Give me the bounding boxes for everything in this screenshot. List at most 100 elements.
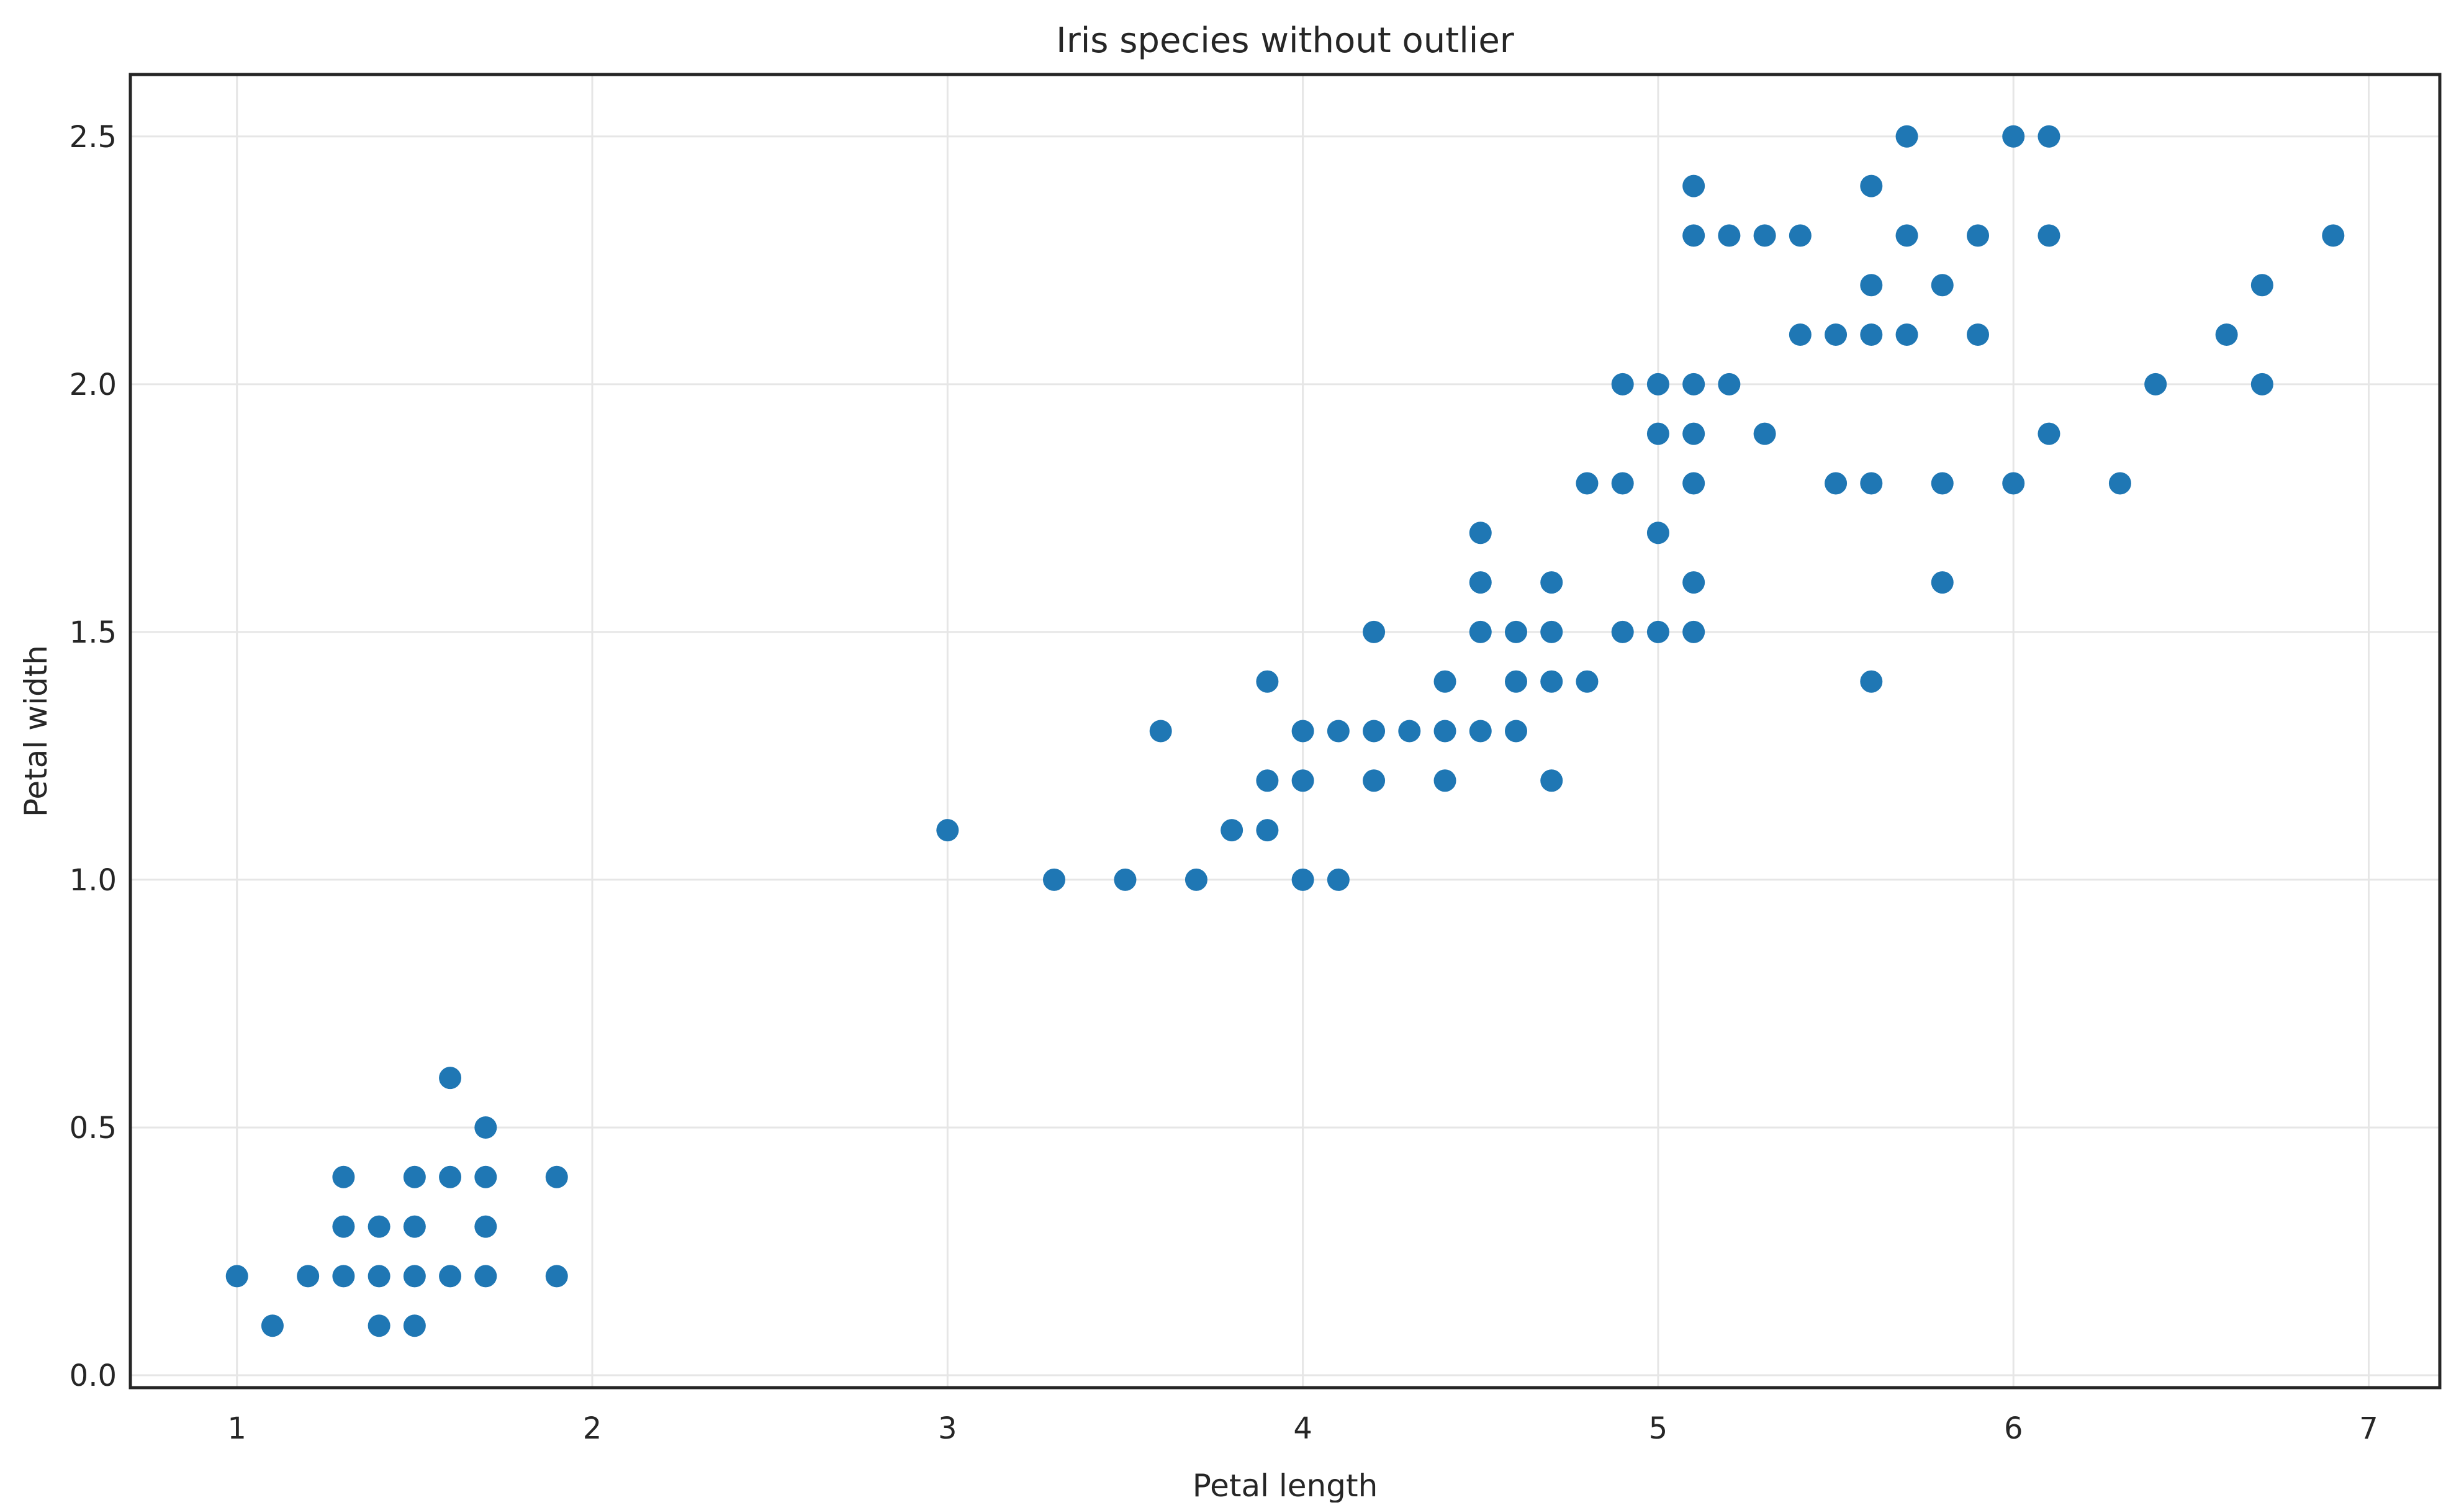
data-point: [1433, 670, 1456, 693]
data-point: [1895, 224, 1918, 247]
data-point: [1682, 571, 1705, 594]
data-point: [2108, 472, 2131, 495]
data-point: [1860, 670, 1883, 693]
data-point: [1682, 422, 1705, 445]
data-point: [439, 1265, 462, 1288]
y-axis-label: Petal width: [18, 645, 54, 817]
data-point: [1646, 620, 1669, 643]
data-point: [1398, 720, 1421, 743]
data-point: [1611, 620, 1634, 643]
data-point: [403, 1265, 426, 1288]
data-point: [1931, 571, 1954, 594]
data-point: [1540, 670, 1563, 693]
y-tick-label: 0.0: [70, 1358, 117, 1393]
data-point: [261, 1314, 284, 1337]
data-point: [1505, 720, 1527, 743]
data-point: [1789, 323, 1812, 346]
data-point: [1185, 868, 1207, 891]
data-point: [1860, 274, 1883, 297]
data-point: [1256, 769, 1279, 792]
data-point: [2002, 125, 2025, 148]
data-point: [1682, 373, 1705, 395]
data-point: [368, 1314, 390, 1337]
y-axis-ticks: 0.0 0.5 1.0 1.5 2.0 2.5: [70, 120, 117, 1393]
data-point: [1433, 720, 1456, 743]
data-point: [1433, 769, 1456, 792]
x-tick-label: 6: [2004, 1411, 2023, 1446]
data-point: [1931, 472, 1954, 495]
data-point: [474, 1215, 497, 1238]
x-tick-label: 5: [1649, 1411, 1668, 1446]
data-point: [2215, 323, 2238, 346]
data-point: [2250, 274, 2273, 297]
plot-frame: [129, 73, 2442, 1390]
data-point: [1327, 720, 1350, 743]
data-point: [332, 1165, 355, 1188]
y-tick-label: 1.5: [70, 615, 117, 650]
data-point: [1256, 670, 1279, 693]
data-point: [1291, 769, 1314, 792]
chart-title: Iris species without outlier: [1056, 20, 1515, 61]
data-point: [1895, 125, 1918, 148]
data-point: [1540, 571, 1563, 594]
data-point: [1682, 472, 1705, 495]
x-tick-label: 1: [227, 1411, 246, 1446]
data-point: [1540, 769, 1563, 792]
data-point: [1363, 620, 1386, 643]
y-tick-label: 1.0: [70, 863, 117, 898]
data-point: [332, 1215, 355, 1238]
data-point: [1646, 522, 1669, 545]
data-point: [439, 1165, 462, 1188]
data-point: [545, 1165, 568, 1188]
data-point: [2038, 224, 2060, 247]
x-tick-label: 3: [938, 1411, 957, 1446]
data-point: [2002, 472, 2025, 495]
x-tick-label: 2: [583, 1411, 602, 1446]
x-axis-label: Petal length: [1193, 1468, 1378, 1503]
data-point: [936, 819, 959, 842]
data-point: [1291, 868, 1314, 891]
data-point: [1718, 224, 1741, 247]
data-point: [1860, 472, 1883, 495]
data-point: [1469, 522, 1492, 545]
data-point: [403, 1165, 426, 1188]
data-point: [474, 1265, 497, 1288]
data-point: [1291, 720, 1314, 743]
data-point: [368, 1265, 390, 1288]
data-point: [1753, 224, 1776, 247]
data-point: [1256, 819, 1279, 842]
x-tick-label: 4: [1293, 1411, 1312, 1446]
data-point: [1611, 472, 1634, 495]
data-point: [403, 1314, 426, 1337]
data-point: [1646, 422, 1669, 445]
data-point: [1363, 720, 1386, 743]
data-point: [1149, 720, 1172, 743]
data-point: [1505, 620, 1527, 643]
data-point: [2250, 373, 2273, 395]
data-point: [297, 1265, 320, 1288]
data-point: [1363, 769, 1386, 792]
data-point: [1327, 868, 1350, 891]
data-point: [1469, 571, 1492, 594]
data-point: [1114, 868, 1137, 891]
x-axis-ticks: 1 2 3 4 5 6 7: [227, 1411, 2378, 1446]
data-point: [1576, 670, 1599, 693]
data-point: [1895, 323, 1918, 346]
data-point: [1646, 373, 1669, 395]
y-tick-label: 0.5: [70, 1111, 117, 1146]
data-point: [1505, 670, 1527, 693]
data-point: [1611, 373, 1634, 395]
data-point: [545, 1265, 568, 1288]
data-point: [1860, 323, 1883, 346]
data-point: [2038, 125, 2060, 148]
data-point: [1789, 224, 1812, 247]
data-point: [1682, 620, 1705, 643]
data-point: [1753, 422, 1776, 445]
y-tick-label: 2.5: [70, 120, 117, 155]
data-point: [1043, 868, 1065, 891]
data-point: [1576, 472, 1599, 495]
x-tick-label: 7: [2359, 1411, 2378, 1446]
data-point: [1682, 174, 1705, 197]
data-point: [368, 1215, 390, 1238]
